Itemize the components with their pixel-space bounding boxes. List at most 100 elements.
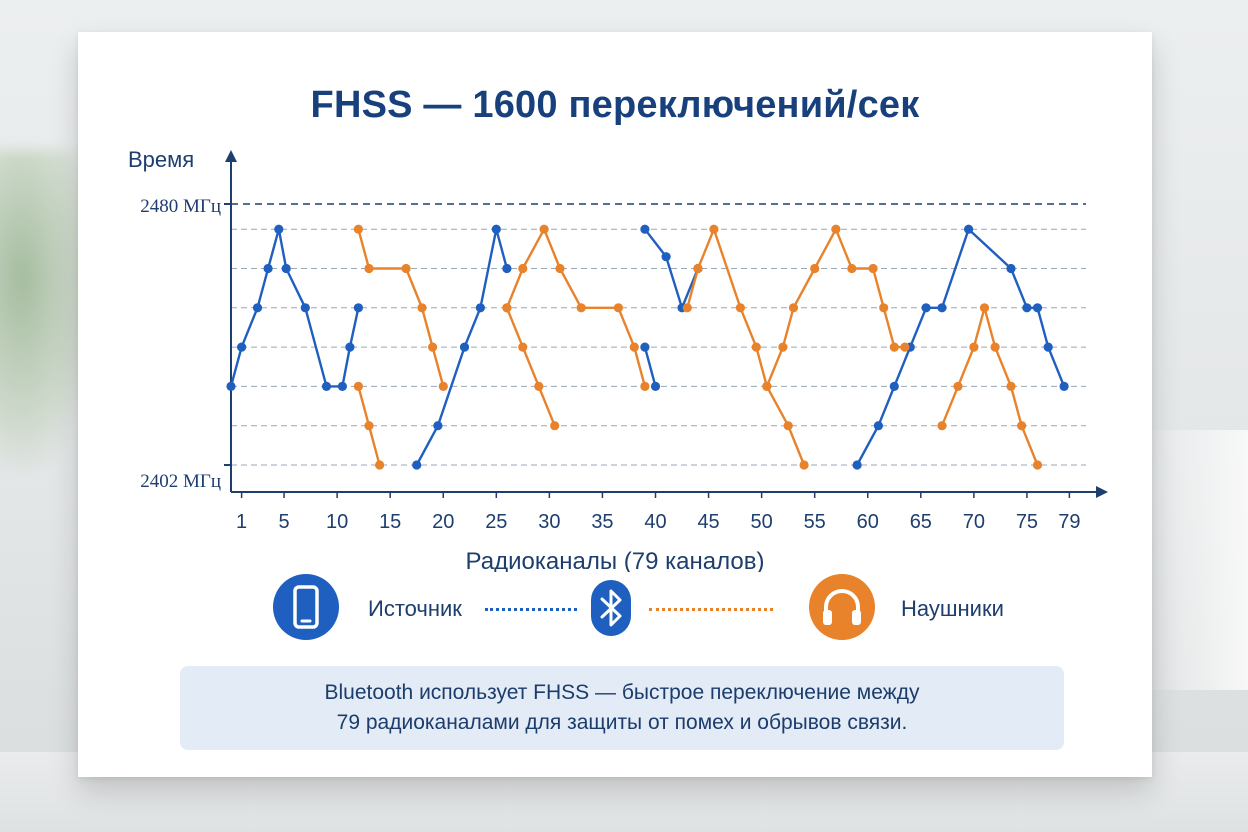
hop-point <box>300 303 310 313</box>
x-tick-label: 20 <box>432 511 454 533</box>
hop-point <box>237 342 247 352</box>
hop-point <box>735 303 746 313</box>
hop-point <box>412 460 422 470</box>
x-tick-label: 15 <box>379 511 401 533</box>
headphones-link-dots <box>649 608 773 611</box>
hop-point <box>1006 381 1016 391</box>
hop-line <box>505 227 647 388</box>
x-tick-label: 70 <box>963 511 985 533</box>
hop-line <box>686 227 806 467</box>
info-box: Bluetooth использует FHSS — быстрое пере… <box>180 666 1064 750</box>
hop-point <box>1059 381 1069 391</box>
hop-point <box>1032 303 1043 313</box>
x-tick-label: 65 <box>910 511 932 533</box>
hop-point <box>364 421 374 431</box>
hop-point <box>534 381 544 391</box>
hop-line <box>643 345 657 388</box>
source-label: Источник <box>368 596 462 621</box>
hop-point <box>401 263 411 274</box>
x-axis-arrow <box>1096 486 1108 498</box>
hop-point <box>353 303 363 313</box>
series-orange <box>353 224 1043 470</box>
hop-point <box>459 342 470 352</box>
headphones-icon <box>809 574 875 640</box>
hop-point <box>613 303 624 313</box>
headphones-label: Наушники <box>901 596 1004 621</box>
hop-point <box>889 381 899 391</box>
hop-point <box>937 303 947 313</box>
info-line-1: Bluetooth использует FHSS — быстрое пере… <box>324 681 920 704</box>
hop-point <box>900 342 910 352</box>
hop-point <box>518 342 528 352</box>
legend-row: Источник Наушники <box>273 574 1004 644</box>
hop-point <box>337 381 347 391</box>
hop-point <box>353 224 363 234</box>
hop-point <box>937 421 947 431</box>
hop-point <box>629 342 639 352</box>
hop-point <box>693 263 703 274</box>
hop-series <box>226 224 1069 470</box>
hop-point <box>650 381 661 391</box>
hop-point <box>1006 263 1016 274</box>
x-tick-labels: 1 5 10 15 20 25 30 35 40 45 50 55 60 65 70 75 79 <box>236 492 1081 533</box>
hop-point <box>640 224 650 234</box>
hop-line <box>505 306 556 427</box>
hop-point <box>252 303 263 313</box>
hop-point <box>438 381 448 391</box>
x-tick-label: 45 <box>697 511 719 533</box>
y-axis-label: Время <box>128 147 194 172</box>
hop-point <box>682 303 692 313</box>
x-tick-label: 35 <box>591 511 613 533</box>
hop-point <box>475 303 485 313</box>
hop-point <box>274 224 284 234</box>
x-tick-label: 25 <box>485 511 507 533</box>
chart-axes <box>224 150 1108 498</box>
x-tick-label: 1 <box>236 511 247 533</box>
hop-line <box>855 227 1066 467</box>
hop-point <box>979 303 990 313</box>
x-tick-label: 55 <box>804 511 826 533</box>
hop-point <box>502 263 512 274</box>
x-tick-label: 30 <box>538 511 560 533</box>
hop-point <box>226 381 236 391</box>
hop-point <box>518 263 528 274</box>
smartphone-icon <box>273 574 339 640</box>
hop-point <box>709 224 719 234</box>
hop-point <box>550 421 560 431</box>
fhss-chart: 1 5 10 15 20 25 30 35 40 45 50 55 60 65 70 75 79 Время 2… <box>128 147 1108 572</box>
hop-point <box>852 460 862 470</box>
hop-point <box>799 460 809 470</box>
grid-lines <box>231 203 1086 466</box>
hop-point <box>428 342 438 352</box>
chart-card: FHSS — 1600 переключений/сек 1 5 10 15 20 25 3… <box>78 32 1152 777</box>
hop-point <box>868 263 878 274</box>
hop-point <box>640 381 650 391</box>
hop-point <box>847 263 857 274</box>
hop-point <box>555 263 565 274</box>
series-blue <box>226 224 1069 470</box>
hop-point <box>778 342 788 352</box>
hop-point <box>321 381 332 391</box>
hop-point <box>345 342 355 352</box>
hop-point <box>879 303 889 313</box>
hop-line <box>415 227 509 467</box>
hop-point <box>375 460 385 470</box>
hop-point <box>1022 303 1032 313</box>
info-line-2: 79 радиоканалами для защиты от помех и о… <box>336 711 908 734</box>
hop-point <box>353 381 363 391</box>
y-bottom-label: 2402 МГц <box>140 471 221 492</box>
hop-point <box>640 342 650 352</box>
hop-point <box>576 303 586 313</box>
hop-line <box>643 227 700 309</box>
x-tick-label: 10 <box>326 511 348 533</box>
blurred-background <box>1138 430 1248 690</box>
hop-point <box>783 421 793 431</box>
hop-point <box>364 263 374 274</box>
hop-point <box>990 342 1000 352</box>
y-top-label: 2480 МГц <box>140 196 221 217</box>
x-tick-label: 60 <box>857 511 879 533</box>
x-tick-label: 40 <box>644 511 666 533</box>
hop-point <box>1043 342 1053 352</box>
hop-point <box>964 224 974 234</box>
hop-point <box>417 303 427 313</box>
